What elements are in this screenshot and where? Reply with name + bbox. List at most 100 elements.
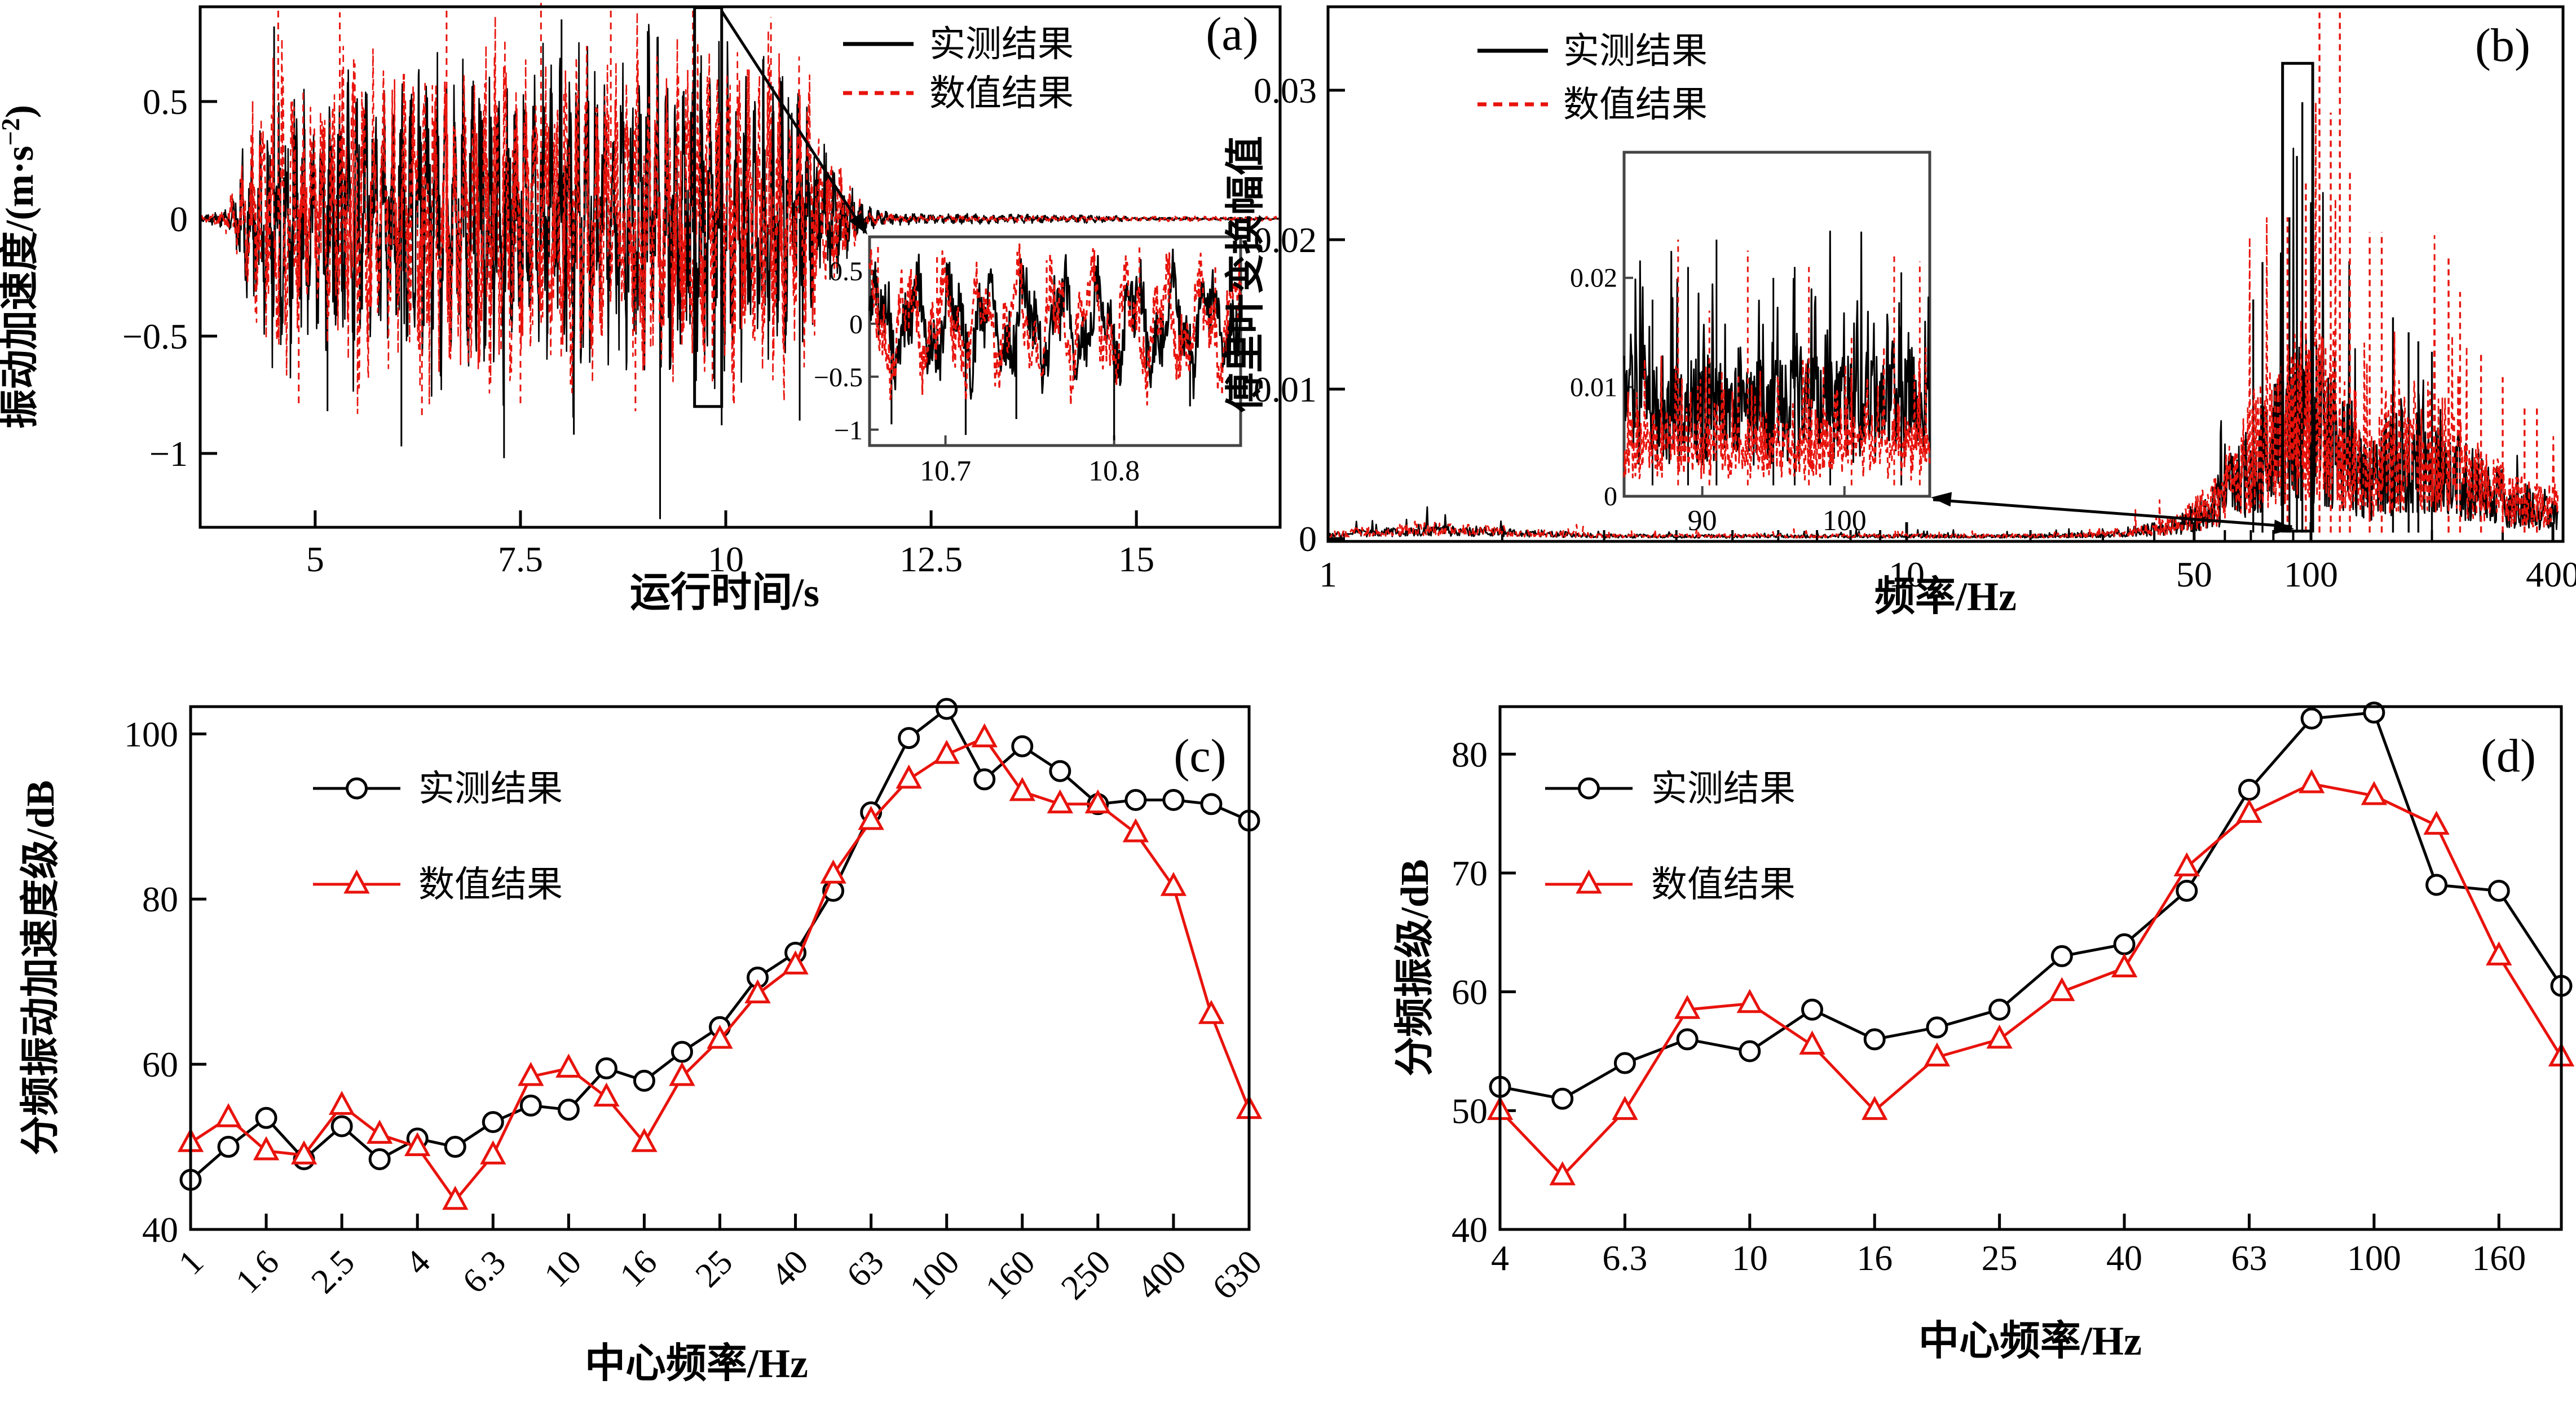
x-tick-label: 16 — [612, 1243, 664, 1295]
panel-a-axes: 5 7.5 10 12.5 15 0.5 0 −0.5 −1 运行时间/s 振动加速度/(m·s−2… — [0, 82, 1154, 615]
x-tick-label: 6.3 — [1602, 1238, 1647, 1278]
x-tick-label: 40 — [2106, 1238, 2142, 1278]
x-tick-label: 1.6 — [228, 1243, 286, 1301]
x-tick-label: 160 — [2472, 1238, 2526, 1278]
y-tick-label: 0.01 — [1254, 369, 1317, 409]
x-tick-label: 4 — [398, 1243, 438, 1282]
panel-letter: (c) — [1174, 730, 1226, 782]
y-tick-label: 60 — [1452, 972, 1488, 1012]
x-tick-label: 630 — [1205, 1243, 1269, 1307]
x-tick-label: 16 — [1856, 1238, 1893, 1278]
x-tick-label: 10 — [537, 1243, 589, 1295]
inset-x-tick-label: 90 — [1688, 505, 1717, 537]
panel-b-inset: 90 100 0 0.01 0.02 — [1570, 151, 1931, 537]
y-tick-label: −1 — [149, 434, 188, 474]
x-tick-label: 400 — [2526, 554, 2576, 594]
x-tick-label: 25 — [688, 1243, 740, 1295]
x-tick-label: 50 — [2176, 554, 2212, 594]
x-axis-title: 中心频率/Hz — [1918, 1319, 2142, 1364]
x-tick-label: 6.3 — [455, 1243, 513, 1301]
x-tick-label: 10 — [708, 539, 744, 579]
panel-b-axes: 1 10 50 100 400 0 0.01 0.02 0.03 频率/Hz 傅里叶变换幅值 — [1224, 70, 2576, 619]
x-tick-label: 160 — [978, 1243, 1043, 1307]
x-axis-title: 频率/Hz — [1874, 574, 2017, 619]
x-tick-label: 15 — [1118, 539, 1154, 579]
y-tick-label: −0.5 — [122, 316, 188, 356]
x-tick-label: 100 — [903, 1243, 967, 1307]
y-tick-label: 0.5 — [143, 82, 188, 122]
inset-y-tick-label: −0.5 — [814, 363, 863, 393]
legend-label: 实测结果 — [1563, 31, 1708, 71]
legend-label: 数值结果 — [418, 865, 563, 905]
x-axis-title: 中心频率/Hz — [585, 1341, 808, 1386]
x-tick-label: 100 — [2347, 1238, 2401, 1278]
y-tick-label: 40 — [1452, 1210, 1488, 1250]
y-tick-label: 70 — [1452, 853, 1488, 893]
panel-letter: (a) — [1206, 8, 1258, 60]
y-tick-label: 0.03 — [1254, 70, 1317, 111]
x-tick-label: 1 — [1319, 554, 1337, 594]
y-tick-label: 80 — [1452, 734, 1488, 774]
x-axis-title: 运行时间/s — [630, 570, 819, 615]
y-tick-label: 80 — [142, 879, 178, 919]
y-tick-label: 0.02 — [1254, 220, 1317, 260]
x-tick-label: 12.5 — [899, 539, 963, 579]
x-tick-label: 40 — [764, 1243, 816, 1295]
inset-y-tick-label: −1 — [834, 416, 863, 446]
inset-y-tick-label: 0 — [1604, 482, 1617, 512]
panel-a: 5 7.5 10 12.5 15 0.5 0 −0.5 −1 运行时间/s 振动加速度/(m·s−2… — [0, 3, 1282, 615]
x-tick-label: 63 — [840, 1243, 892, 1295]
x-tick-label: 250 — [1054, 1243, 1118, 1307]
x-tick-label: 400 — [1130, 1243, 1194, 1307]
x-tick-label: 25 — [1982, 1238, 2018, 1278]
panel-c-axes: 1 1.6 2.5 4 6.3 10 16 25 40 63 100 160 250 400 6304060… — [19, 714, 1269, 1386]
panel-b-zoom-box — [1931, 61, 2314, 535]
y-tick-label: 0 — [170, 199, 188, 239]
x-tick-label: 10 — [1889, 554, 1925, 594]
panel-a-series — [199, 3, 1281, 519]
legend-label: 数值结果 — [1651, 865, 1796, 905]
legend-label: 实测结果 — [929, 24, 1074, 64]
y-axis-title: 分频振级/dB — [1393, 859, 1437, 1076]
y-axis-title: 分频振动加速度级/dB — [19, 780, 63, 1155]
inset-x-tick-label: 10.7 — [920, 455, 971, 487]
inset-y-tick-label: 0.5 — [829, 257, 863, 286]
inset-y-tick-label: 0.02 — [1570, 263, 1617, 293]
y-tick-label: 50 — [1452, 1091, 1488, 1131]
y-tick-label: 100 — [124, 714, 178, 754]
y-tick-label: 60 — [142, 1044, 178, 1084]
x-tick-label: 100 — [2284, 554, 2338, 594]
panel-c-series — [177, 698, 1263, 1210]
inset-y-tick-label: 0.01 — [1570, 372, 1617, 402]
panel-letter: (d) — [2481, 730, 2536, 782]
x-tick-label: 10 — [1732, 1238, 1768, 1278]
inset-x-tick-label: 10.8 — [1088, 455, 1140, 487]
panel-a-inset: 10.7 10.8 0.5 0 −0.5 −1 — [814, 235, 1242, 487]
panel-d: 4 6.3 10 16 25 40 63 100 160 40 50 60 70 80 中心频率/Hz 分频振… — [1393, 702, 2575, 1364]
legend-label: 数值结果 — [1563, 85, 1708, 125]
panel-d-axes: 4 6.3 10 16 25 40 63 100 160 40 50 60 70 80 中心频率/Hz 分频振… — [1393, 734, 2526, 1364]
y-tick-label: 0 — [1299, 519, 1317, 559]
panel-b-series — [1327, 12, 2559, 539]
x-tick-label: 4 — [1491, 1238, 1509, 1278]
legend-label: 实测结果 — [1651, 769, 1796, 809]
y-tick-label: 40 — [142, 1210, 178, 1250]
x-tick-label: 7.5 — [498, 539, 543, 579]
inset-y-tick-label: 0 — [849, 310, 863, 340]
inset-x-tick-label: 100 — [1823, 505, 1867, 537]
x-tick-label: 5 — [306, 539, 324, 579]
panel-c: 1 1.6 2.5 4 6.3 10 16 25 40 63 100 160 250 400 6304060… — [19, 698, 1269, 1386]
panel-b: 1 10 50 100 400 0 0.01 0.02 0.03 频率/Hz 傅里叶变换幅值 90 10… — [1224, 5, 2576, 619]
x-tick-label: 2.5 — [304, 1243, 362, 1301]
legend-label: 数值结果 — [929, 73, 1074, 113]
y-axis-title: 振动加速度/(m·s−2) — [0, 105, 42, 429]
y-axis-title: 傅里叶变换幅值 — [1224, 136, 1268, 413]
x-tick-label: 63 — [2231, 1238, 2267, 1278]
legend-label: 实测结果 — [418, 769, 563, 809]
